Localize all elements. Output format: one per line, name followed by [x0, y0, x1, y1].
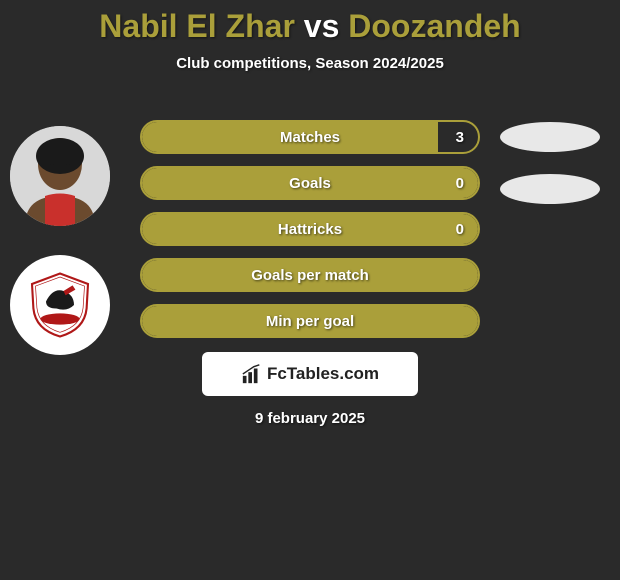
stat-label: Goals per match	[142, 267, 478, 284]
stat-value: 3	[456, 129, 464, 146]
bar-chart-icon	[241, 363, 263, 385]
comparison-title: Nabil El Zhar vs Doozandeh	[0, 0, 620, 45]
player1-name: Nabil El Zhar	[99, 8, 295, 44]
stat-row: Matches3	[140, 120, 480, 154]
branding-text: FcTables.com	[267, 364, 379, 384]
stat-value: 0	[456, 175, 464, 192]
player2-name: Doozandeh	[348, 8, 520, 44]
club-badge	[10, 255, 110, 355]
person-icon	[10, 126, 110, 226]
stat-label: Hattricks	[142, 221, 478, 238]
stat-row: Min per goal	[140, 304, 480, 338]
branding-badge[interactable]: FcTables.com	[202, 352, 418, 396]
stat-value: 0	[456, 221, 464, 238]
club-crest-icon	[25, 270, 95, 340]
subtitle: Club competitions, Season 2024/2025	[0, 55, 620, 72]
vs-label: vs	[304, 8, 340, 44]
date-label: 9 february 2025	[0, 410, 620, 427]
side-pill	[500, 174, 600, 204]
stat-label: Min per goal	[142, 313, 478, 330]
stat-row: Goals0	[140, 166, 480, 200]
player-avatar	[10, 126, 110, 226]
stat-row: Hattricks0	[140, 212, 480, 246]
stat-label: Goals	[142, 175, 478, 192]
side-pill	[500, 122, 600, 152]
stat-row: Goals per match	[140, 258, 480, 292]
stat-rows: Matches3Goals0Hattricks0Goals per matchM…	[140, 120, 480, 350]
stat-label: Matches	[142, 129, 478, 146]
